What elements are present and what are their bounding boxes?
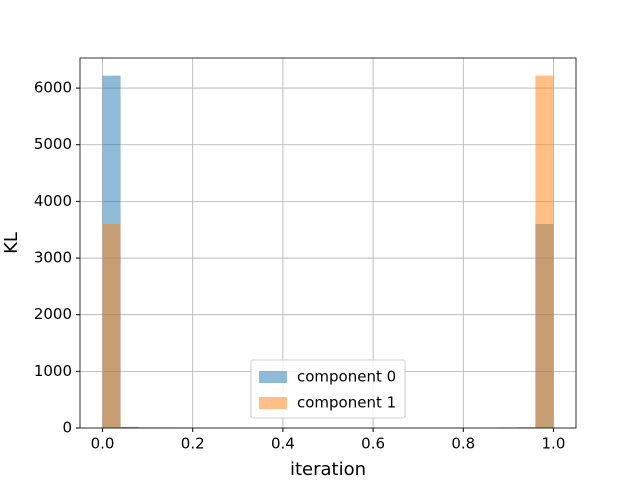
x-tick-label: 0.8 bbox=[451, 435, 475, 453]
bar bbox=[517, 427, 536, 428]
legend-frame bbox=[250, 359, 406, 419]
x-tick-label: 0.0 bbox=[91, 435, 115, 453]
bar bbox=[102, 224, 121, 428]
plot-frame bbox=[79, 57, 577, 429]
y-tick-label: 4000 bbox=[34, 192, 72, 210]
legend-label: component 1 bbox=[297, 394, 396, 412]
legend-swatch bbox=[259, 371, 287, 383]
x-tick-label: 0.4 bbox=[271, 435, 295, 453]
x-tick-label: 1.0 bbox=[542, 435, 566, 453]
y-tick-label: 3000 bbox=[34, 249, 72, 267]
y-tick-label: 0 bbox=[62, 419, 72, 437]
y-tick-label: 6000 bbox=[34, 79, 72, 97]
legend-swatch bbox=[259, 397, 287, 409]
x-tick-label: 0.6 bbox=[361, 435, 385, 453]
y-tick-label: 1000 bbox=[34, 362, 72, 380]
bar bbox=[535, 75, 554, 428]
legend: component 0 component 1 bbox=[250, 359, 406, 419]
y-tick-label: 2000 bbox=[34, 305, 72, 323]
y-axis-label: KL bbox=[1, 232, 22, 254]
x-tick-label: 0.2 bbox=[181, 435, 205, 453]
y-tick-label: 5000 bbox=[34, 135, 72, 153]
legend-label: component 0 bbox=[297, 368, 396, 386]
x-axis-label: iteration bbox=[290, 459, 366, 480]
